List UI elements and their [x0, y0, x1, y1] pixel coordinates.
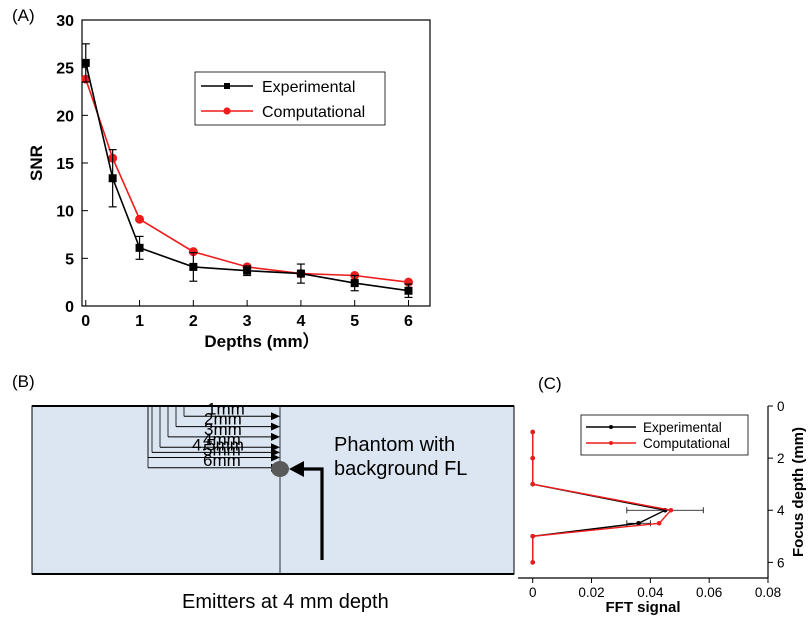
- panel-label-c: (C): [538, 374, 562, 393]
- depth-label-1: 2mm: [204, 410, 242, 429]
- x-tick-label-5: 5: [350, 313, 359, 330]
- x-tick-label-3: 3: [243, 313, 252, 330]
- c-data-point-computational-5: [530, 534, 536, 539]
- c-x-axis-label: FFT signal: [606, 599, 681, 616]
- y-tick-label-25: 25: [56, 61, 74, 78]
- emitter-pointer-arrowhead: [289, 461, 304, 477]
- x-axis-label: Depths (mm）: [204, 331, 319, 351]
- c-legend-label-computational: Computational: [643, 436, 730, 451]
- y-axis-label: SNR: [27, 145, 46, 181]
- c-x-tick-label-0.02: 0.02: [578, 585, 604, 600]
- depth-arrowhead-5: [271, 453, 280, 462]
- legend-label-experimental: Experimental: [262, 79, 355, 96]
- c-data-point-computational-4: [656, 520, 662, 526]
- data-point-computational-3: [188, 247, 198, 257]
- y-tick-label-10: 10: [56, 204, 74, 221]
- c-legend-label-experimental: Experimental: [643, 420, 722, 435]
- depth-label-2: 3mm: [204, 420, 242, 439]
- x-tick-label-0: 0: [81, 313, 90, 330]
- legend-label-computational: Computational: [262, 104, 365, 121]
- x-tick-label-2: 2: [189, 313, 198, 330]
- c-y-tick-label-0: 0: [777, 399, 785, 414]
- c-x-tick-label-0.06: 0.06: [696, 585, 722, 600]
- data-point-experimental-0: [81, 58, 90, 67]
- x-tick-label-1: 1: [135, 313, 144, 330]
- panel-label-a: (A): [12, 6, 35, 25]
- series-line-computational: [85, 78, 409, 283]
- data-point-experimental-7: [404, 286, 413, 295]
- depth-label-6: 6mm: [203, 451, 241, 470]
- data-point-computational-2: [135, 214, 145, 224]
- c-x-tick-label-0: 0: [529, 585, 537, 600]
- depth-label-3: 4mm: [203, 430, 241, 449]
- c-data-point-computational-2: [530, 481, 536, 487]
- c-legend-marker-experimental: [609, 425, 613, 429]
- y-tick-label-0: 0: [65, 299, 74, 316]
- x-tick-label-6: 6: [404, 313, 413, 330]
- c-data-point-computational-3: [668, 507, 674, 513]
- legend-box: [194, 71, 386, 126]
- emitter-caption: Emitters at 4 mm depth: [182, 591, 389, 613]
- data-point-experimental-2: [135, 243, 144, 252]
- data-point-experimental-6: [350, 279, 359, 288]
- emitter-ellipse: [271, 461, 289, 477]
- data-point-experimental-1: [108, 174, 117, 183]
- c-y-tick-label-6: 6: [777, 555, 785, 570]
- depth-label-5: 5mm: [203, 441, 241, 460]
- c-legend: Experimental Computational: [580, 414, 749, 456]
- panel-label-b: (B): [12, 372, 35, 391]
- c-data-point-experimental-4: [636, 520, 641, 526]
- depth-label-4: 4.5mm: [192, 435, 244, 454]
- data-point-experimental-3: [189, 262, 198, 271]
- c-legend-marker-computational: [609, 441, 613, 445]
- emitter-pointer-arrow: [300, 467, 324, 560]
- c-data-point-computational-1: [530, 455, 536, 461]
- x-tick-label-4: 4: [296, 313, 305, 330]
- data-point-experimental-5: [296, 269, 305, 278]
- y-tick-label-15: 15: [56, 156, 74, 173]
- data-point-experimental-4: [243, 266, 252, 275]
- c-y-tick-label-4: 4: [777, 503, 785, 518]
- legend-marker-computational: [223, 107, 231, 115]
- series-line-experimental: [85, 62, 409, 292]
- phantom-text-line-2: background FL: [334, 458, 467, 480]
- depth-arrowhead-2: [271, 432, 280, 441]
- c-x-tick-label-0.04: 0.04: [637, 585, 664, 600]
- depth-arrowhead-3: [271, 443, 280, 452]
- y-tick-label-5: 5: [65, 251, 74, 268]
- c-data-point-computational-6: [530, 560, 536, 565]
- phantom-text-line-1: Phantom with: [334, 434, 455, 456]
- y-tick-label-20: 20: [56, 108, 74, 125]
- c-legend-box: [580, 414, 749, 456]
- c-y-tick-label-2: 2: [777, 451, 785, 466]
- legend-marker-experimental: [224, 83, 230, 89]
- c-data-point-computational-0: [530, 429, 536, 435]
- depth-label-0: 1mm: [207, 399, 245, 418]
- legend: Experimental Computational: [194, 71, 386, 126]
- depth-arrowhead-4: [271, 448, 280, 457]
- y-tick-label-30: 30: [56, 13, 74, 30]
- depth-arrowhead-1: [271, 422, 280, 431]
- depth-arrowhead-0: [271, 412, 280, 421]
- c-y-axis-label: Focus depth (mm): [790, 427, 807, 557]
- c-x-tick-label-0.08: 0.08: [755, 585, 781, 600]
